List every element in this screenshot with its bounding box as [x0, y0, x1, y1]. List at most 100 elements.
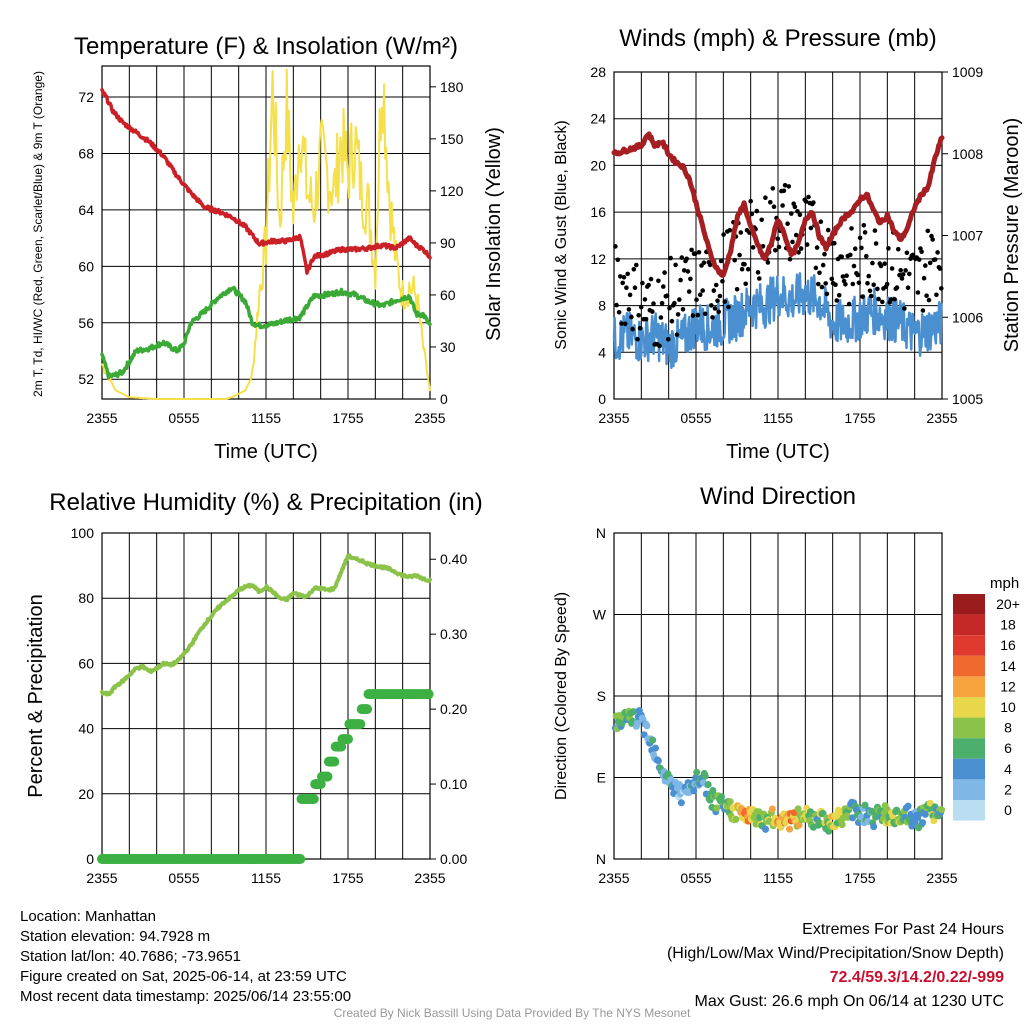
legend-swatch — [953, 614, 985, 636]
gust-point — [873, 241, 879, 246]
y2-tick-label: 0.40 — [440, 551, 467, 567]
y-tick-label: 52 — [78, 371, 94, 387]
gust-point — [939, 286, 944, 291]
y2-tick-label: 1005 — [952, 391, 983, 407]
direction-point — [633, 719, 641, 727]
gust-point — [630, 326, 635, 332]
gust-point — [738, 230, 744, 235]
x-tick-label: 0555 — [168, 870, 199, 886]
gust-point — [866, 273, 871, 279]
gust-point — [622, 321, 628, 327]
gust-point — [921, 275, 927, 281]
direction-point — [893, 806, 901, 814]
gust-point — [775, 236, 780, 241]
x-tick-label: 0555 — [680, 870, 711, 886]
legend-label: 6 — [1004, 740, 1012, 756]
gust-point — [851, 263, 857, 269]
gust-point — [903, 268, 908, 273]
gust-point — [852, 246, 858, 251]
legend-swatch — [953, 800, 985, 821]
precip-point — [295, 854, 306, 864]
legend-label: 16 — [1000, 637, 1016, 653]
legend-swatch — [953, 779, 985, 800]
rh-chart-title: Relative Humidity (%) & Precipitation (i… — [49, 489, 482, 516]
gust-point — [718, 258, 724, 264]
gust-point — [904, 250, 910, 256]
gust-point — [702, 311, 708, 317]
y2-tick-label: 180 — [440, 79, 464, 95]
sonic-wind-line — [612, 272, 943, 370]
x-tick-label: 1755 — [332, 870, 363, 886]
y-tick-label: 28 — [590, 64, 606, 80]
gust-point — [889, 266, 895, 271]
gust-point — [920, 308, 926, 313]
x-tick-label: 2355 — [926, 870, 957, 886]
gust-point — [795, 209, 800, 214]
x-tick-label: 2355 — [598, 410, 629, 426]
gust-point — [713, 282, 719, 288]
gust-point — [638, 304, 644, 310]
y-tick-label: S — [597, 688, 606, 704]
gust-point — [878, 263, 884, 269]
direction-point — [762, 825, 770, 833]
gust-point — [629, 314, 634, 320]
gust-point — [843, 282, 848, 287]
gust-point — [697, 292, 703, 298]
gust-point — [927, 260, 933, 266]
gust-point — [829, 276, 835, 282]
gust-point — [780, 203, 785, 208]
gust-point — [923, 263, 928, 268]
gust-point — [750, 245, 756, 250]
gust-point — [937, 266, 943, 271]
precip-point — [336, 741, 347, 752]
gust-point — [882, 261, 887, 267]
gust-point — [711, 288, 717, 293]
direction-point — [630, 708, 637, 716]
gust-point — [715, 298, 720, 304]
gust-point — [868, 293, 874, 299]
gust-point — [675, 312, 681, 317]
gust-point — [759, 217, 764, 223]
legend-label: 2 — [1004, 781, 1012, 797]
gust-point — [709, 303, 714, 308]
gust-point — [798, 246, 804, 251]
temp-chart-title: Temperature (F) & Insolation (W/m²) — [74, 33, 458, 60]
y-tick-label: 0 — [86, 851, 94, 867]
gust-point — [673, 262, 678, 268]
y-tick-label: 8 — [598, 298, 606, 314]
y-tick-label: 20 — [78, 786, 94, 802]
gust-point — [768, 199, 773, 205]
gust-point — [739, 266, 745, 272]
gust-point — [680, 307, 686, 312]
gust-point — [902, 306, 907, 311]
direction-point — [643, 722, 651, 730]
plot-frame — [613, 71, 943, 400]
gust-point — [721, 232, 726, 237]
gust-point — [621, 275, 627, 280]
recent-data-text: Most recent data timestamp: 2025/06/14 2… — [20, 988, 352, 1005]
gust-point — [681, 268, 687, 273]
gust-point — [808, 225, 814, 231]
gust-point — [643, 316, 649, 322]
gust-point — [818, 219, 824, 224]
gust-point — [789, 211, 794, 216]
gust-point — [674, 332, 680, 338]
gust-point — [816, 281, 821, 287]
x-tick-label: 2355 — [414, 870, 445, 886]
y-tick-label: N — [596, 851, 606, 867]
relative-humidity-line — [100, 553, 432, 697]
gust-point — [734, 287, 740, 292]
direction-point — [926, 799, 934, 807]
gust-point — [907, 271, 912, 277]
gust-point — [640, 280, 645, 286]
gust-point — [694, 297, 699, 303]
x-tick-label: 1755 — [844, 410, 875, 426]
gust-point — [919, 249, 924, 254]
gust-point — [925, 228, 931, 234]
gust-point — [690, 313, 696, 318]
direction-point — [795, 821, 803, 829]
gust-point — [861, 223, 867, 228]
gust-point — [616, 309, 622, 315]
legend-label: 20+ — [996, 596, 1020, 612]
